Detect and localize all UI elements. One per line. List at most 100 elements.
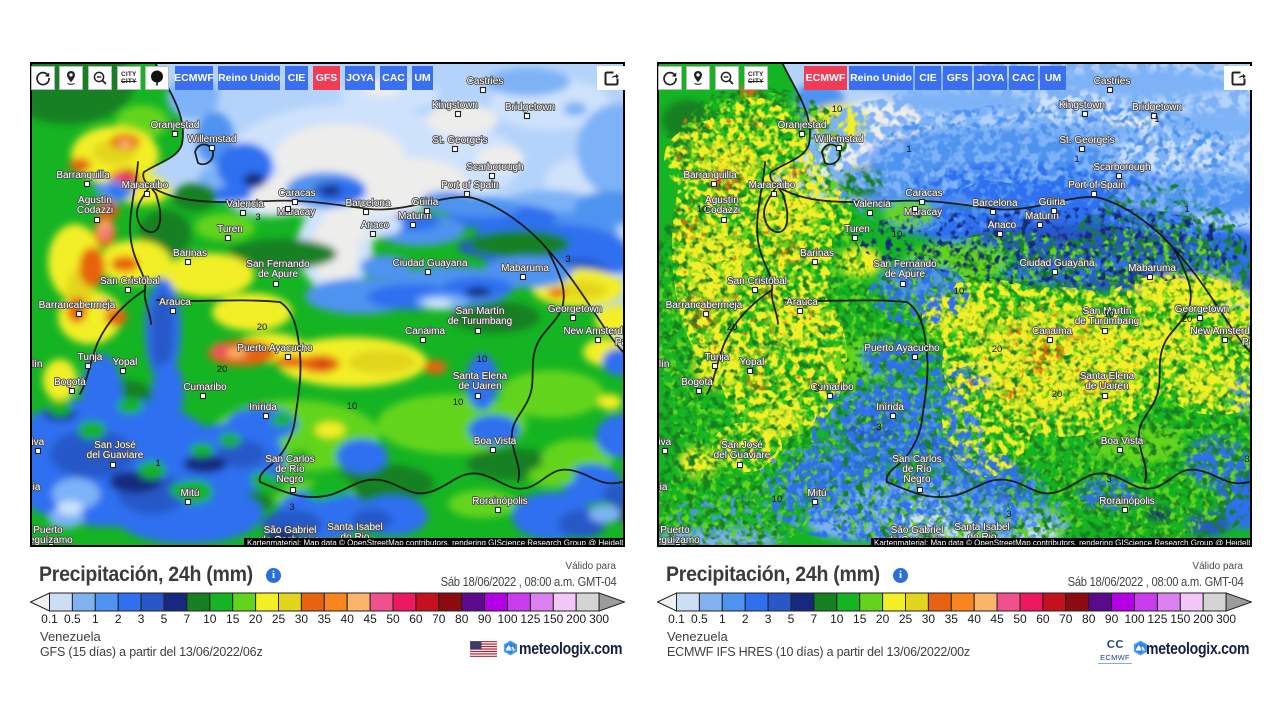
- svg-text:Maracay: Maracay: [904, 207, 942, 218]
- svg-text:Scarborough: Scarborough: [466, 162, 523, 173]
- svg-text:Caracas: Caracas: [278, 188, 315, 199]
- svg-text:25: 25: [272, 612, 286, 626]
- svg-text:de Turumbang: de Turumbang: [1075, 316, 1140, 327]
- svg-text:1: 1: [92, 612, 99, 626]
- svg-text:Negro: Negro: [276, 474, 304, 485]
- svg-text:200: 200: [1193, 612, 1213, 626]
- svg-text:Valencia: Valencia: [853, 199, 891, 210]
- svg-text:cia: cia: [657, 482, 668, 493]
- svg-text:Santa Elena: Santa Elena: [453, 371, 508, 382]
- svg-text:San José: San José: [94, 440, 136, 451]
- svg-text:Mitú: Mitú: [808, 488, 827, 499]
- svg-text:de Río: de Río: [275, 464, 305, 475]
- svg-text:Mabaruma: Mabaruma: [501, 263, 549, 274]
- svg-text:10: 10: [892, 229, 903, 240]
- svg-text:Castries: Castries: [1094, 76, 1131, 87]
- svg-text:San Martín: San Martín: [456, 306, 505, 317]
- svg-text:3: 3: [814, 384, 819, 395]
- svg-text:Kartenmaterial: Map data © Ope: Kartenmaterial: Map data © OpenStreetMap…: [874, 539, 1252, 548]
- svg-text:40: 40: [968, 612, 982, 626]
- svg-text:Ciudad Guayana: Ciudad Guayana: [1019, 258, 1094, 269]
- svg-text:de Turumbang: de Turumbang: [448, 316, 513, 327]
- svg-text:Negro: Negro: [903, 474, 931, 485]
- svg-text:10: 10: [697, 204, 708, 215]
- svg-text:0.1: 0.1: [41, 612, 58, 626]
- svg-text:Mitú: Mitú: [181, 488, 200, 499]
- svg-text:Barranquilla: Barranquilla: [683, 170, 737, 181]
- svg-text:Willemstad: Willemstad: [815, 134, 864, 145]
- svg-text:10: 10: [453, 397, 464, 408]
- svg-text:Oranjestad: Oranjestad: [151, 120, 200, 131]
- svg-text:de Uairen: de Uairen: [1085, 381, 1128, 392]
- svg-text:40: 40: [341, 612, 355, 626]
- svg-text:Barinas: Barinas: [173, 248, 207, 259]
- svg-text:Bogotá: Bogotá: [54, 377, 86, 388]
- svg-text:Leguízamo: Leguízamo: [657, 535, 700, 546]
- svg-text:10: 10: [830, 612, 844, 626]
- svg-text:Port of Spain: Port of Spain: [441, 180, 499, 191]
- svg-text:0.5: 0.5: [691, 612, 708, 626]
- svg-text:2: 2: [742, 612, 749, 626]
- svg-text:20: 20: [1052, 389, 1063, 400]
- svg-text:Inírida: Inírida: [249, 402, 277, 413]
- svg-text:1: 1: [1074, 154, 1079, 165]
- svg-text:Oranjestad: Oranjestad: [778, 120, 827, 131]
- svg-text:20: 20: [249, 612, 263, 626]
- svg-text:Canaima: Canaima: [1032, 326, 1072, 337]
- svg-text:125: 125: [1147, 612, 1167, 626]
- svg-text:San Cristóbal: San Cristóbal: [727, 276, 787, 287]
- svg-text:St. George's: St. George's: [1059, 135, 1114, 146]
- svg-text:Maturín: Maturín: [398, 211, 432, 222]
- svg-text:50: 50: [1013, 612, 1027, 626]
- svg-text:eiva: eiva: [657, 437, 672, 448]
- svg-text:100: 100: [1124, 612, 1144, 626]
- svg-text:300: 300: [589, 612, 609, 626]
- svg-text:Valencia: Valencia: [226, 199, 264, 210]
- svg-text:São Gabriel: São Gabriel: [891, 525, 944, 536]
- svg-text:7: 7: [811, 612, 818, 626]
- svg-text:150: 150: [1170, 612, 1190, 626]
- svg-text:Arauca: Arauca: [159, 297, 191, 308]
- svg-text:de Apure: de Apure: [885, 269, 925, 280]
- svg-text:St. George's: St. George's: [432, 135, 487, 146]
- svg-text:Maracaibo: Maracaibo: [749, 180, 796, 191]
- svg-text:3: 3: [138, 612, 145, 626]
- svg-text:Santa Elena: Santa Elena: [1080, 371, 1135, 382]
- svg-text:Turen: Turen: [217, 224, 243, 235]
- svg-text:New Amsterdam: New Amsterdam: [563, 326, 625, 337]
- svg-text:Ciudad Guayana: Ciudad Guayana: [392, 258, 467, 269]
- svg-text:0.5: 0.5: [64, 612, 81, 626]
- svg-text:Codazzi: Codazzi: [704, 205, 740, 216]
- svg-text:45: 45: [363, 612, 377, 626]
- svg-text:Scarborough: Scarborough: [1093, 162, 1150, 173]
- svg-text:Mabaruma: Mabaruma: [1128, 263, 1176, 274]
- svg-text:3: 3: [876, 422, 881, 433]
- svg-text:eiva: eiva: [30, 437, 45, 448]
- svg-text:Bogotá: Bogotá: [681, 377, 713, 388]
- svg-text:Cumaribo: Cumaribo: [810, 382, 854, 393]
- svg-text:10: 10: [832, 104, 843, 115]
- svg-text:de Río: de Río: [902, 464, 932, 475]
- svg-text:Kingstown: Kingstown: [1059, 100, 1105, 111]
- svg-text:10: 10: [477, 354, 488, 365]
- svg-text:10: 10: [1104, 309, 1115, 320]
- svg-text:70: 70: [1059, 612, 1073, 626]
- svg-text:3: 3: [565, 254, 570, 265]
- svg-text:Agustín: Agustín: [705, 195, 739, 206]
- svg-text:Bridgetown: Bridgetown: [1132, 102, 1182, 113]
- svg-text:Leguízamo: Leguízamo: [30, 535, 73, 546]
- svg-text:Güiria: Güiria: [412, 197, 439, 208]
- svg-text:San Carlos: San Carlos: [265, 454, 314, 465]
- svg-text:Tunja: Tunja: [705, 352, 730, 363]
- svg-text:San Martín: San Martín: [1083, 306, 1132, 317]
- svg-text:1: 1: [719, 612, 726, 626]
- svg-text:Canaima: Canaima: [405, 326, 445, 337]
- svg-text:Boa Vista: Boa Vista: [474, 436, 517, 447]
- svg-text:Anaco: Anaco: [988, 220, 1017, 231]
- svg-text:7: 7: [184, 612, 191, 626]
- svg-text:Barrancabermeja: Barrancabermeja: [39, 300, 116, 311]
- svg-text:Yopal: Yopal: [113, 357, 138, 368]
- svg-text:35: 35: [318, 612, 332, 626]
- svg-text:10: 10: [203, 612, 217, 626]
- svg-text:2: 2: [115, 612, 122, 626]
